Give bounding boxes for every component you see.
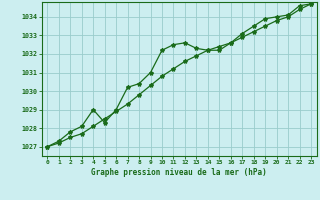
X-axis label: Graphe pression niveau de la mer (hPa): Graphe pression niveau de la mer (hPa) [91, 168, 267, 177]
